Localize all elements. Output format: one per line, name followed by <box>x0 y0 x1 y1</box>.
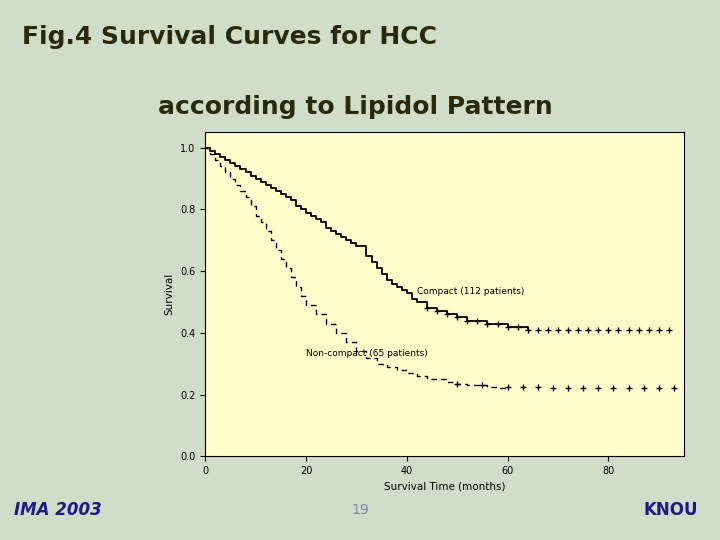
Y-axis label: Survival: Survival <box>165 273 174 315</box>
Text: Non-compact (65 patients): Non-compact (65 patients) <box>306 348 428 357</box>
Text: 19: 19 <box>351 503 369 517</box>
Text: Compact (112 patients): Compact (112 patients) <box>417 287 524 296</box>
X-axis label: Survival Time (months): Survival Time (months) <box>384 482 505 491</box>
Text: IMA 2003: IMA 2003 <box>14 501 102 519</box>
Text: according to Lipidol Pattern: according to Lipidol Pattern <box>158 96 553 119</box>
Text: Fig.4 Survival Curves for HCC: Fig.4 Survival Curves for HCC <box>22 25 436 49</box>
Text: KNOU: KNOU <box>644 501 698 519</box>
